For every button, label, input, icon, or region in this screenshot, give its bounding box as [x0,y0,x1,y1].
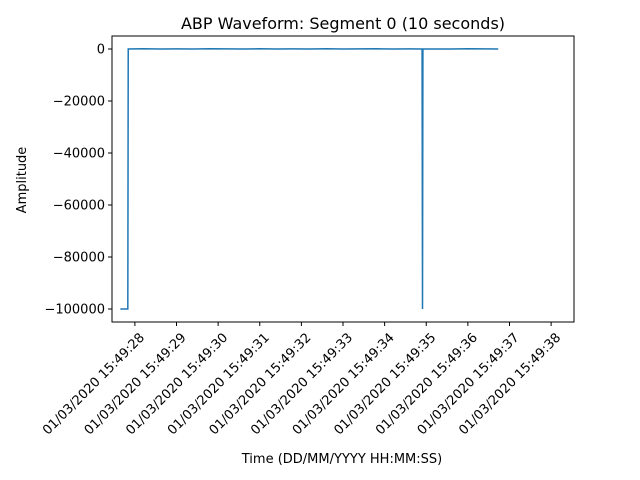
x-axis-title: Time (DD/MM/YYYY HH:MM:SS) [241,452,442,467]
series-line-abp [120,47,499,310]
y-axis-title: Amplitude [15,147,30,214]
y-tick-label: −20000 [53,95,105,110]
chart-title: ABP Waveform: Segment 0 (10 seconds) [181,14,505,33]
y-tick-label: 0 [97,43,105,58]
y-tick-label: −80000 [53,251,105,266]
y-tick-label: −60000 [53,199,105,214]
y-axis-ticks: 0 −20000 −40000 −60000 −80000 −100000 [44,43,112,318]
y-tick-label: −40000 [53,147,105,162]
y-tick-label: −100000 [44,303,105,318]
